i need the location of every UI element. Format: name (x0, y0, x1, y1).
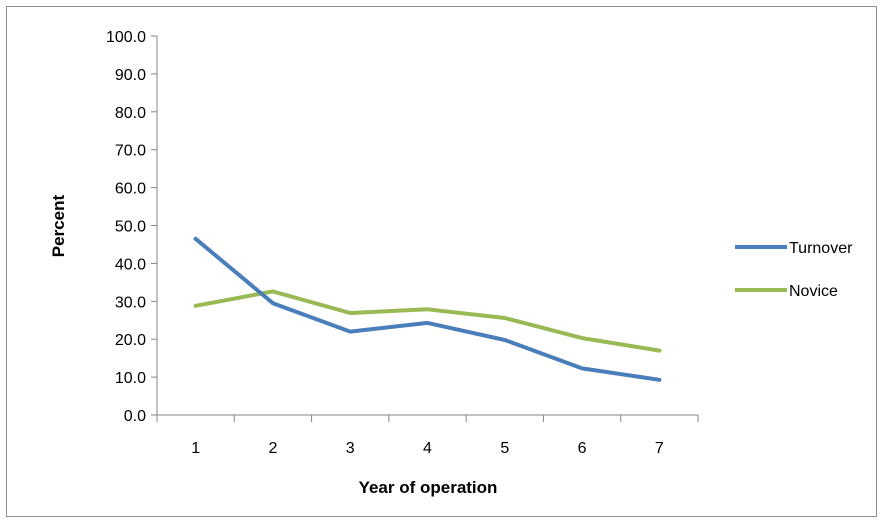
legend-label-novice: Novice (789, 283, 838, 300)
y-tick-label: 20.0 (115, 332, 146, 349)
x-tick-label: 2 (268, 440, 277, 457)
x-tick-label: 3 (346, 440, 355, 457)
y-tick-label: 70.0 (115, 143, 146, 160)
y-tick-label: 50.0 (115, 219, 146, 236)
series-line-turnover (193, 236, 662, 382)
x-axis: 1 2 3 4 5 6 7 (156, 414, 699, 457)
chart-area (6, 6, 877, 517)
y-tick-label: 10.0 (115, 370, 146, 387)
y-tick-label: 100.0 (106, 29, 146, 46)
x-tick-label: 6 (578, 440, 587, 457)
x-axis-title: Year of operation (359, 478, 498, 497)
series-line-novice (193, 289, 662, 353)
x-tick-label: 1 (191, 440, 200, 457)
y-tick-label: 90.0 (115, 67, 146, 84)
x-tick-label: 4 (423, 440, 432, 457)
series-layer (193, 236, 662, 382)
y-axis-title: Percent (49, 194, 68, 257)
x-tick-label: 5 (500, 440, 509, 457)
x-tick-label: 7 (655, 440, 664, 457)
y-axis: 0.0 10.0 20.0 30.0 40.0 50.0 60.0 70.0 80.0 90.0 1… (106, 29, 158, 425)
y-tick-label: 80.0 (115, 105, 146, 122)
legend: Turnover Novice (735, 240, 853, 300)
y-tick-label: 0.0 (124, 408, 146, 425)
y-tick-label: 30.0 (115, 294, 146, 311)
legend-label-turnover: Turnover (789, 240, 853, 257)
y-tick-label: 40.0 (115, 256, 146, 273)
y-tick-label: 60.0 (115, 181, 146, 198)
